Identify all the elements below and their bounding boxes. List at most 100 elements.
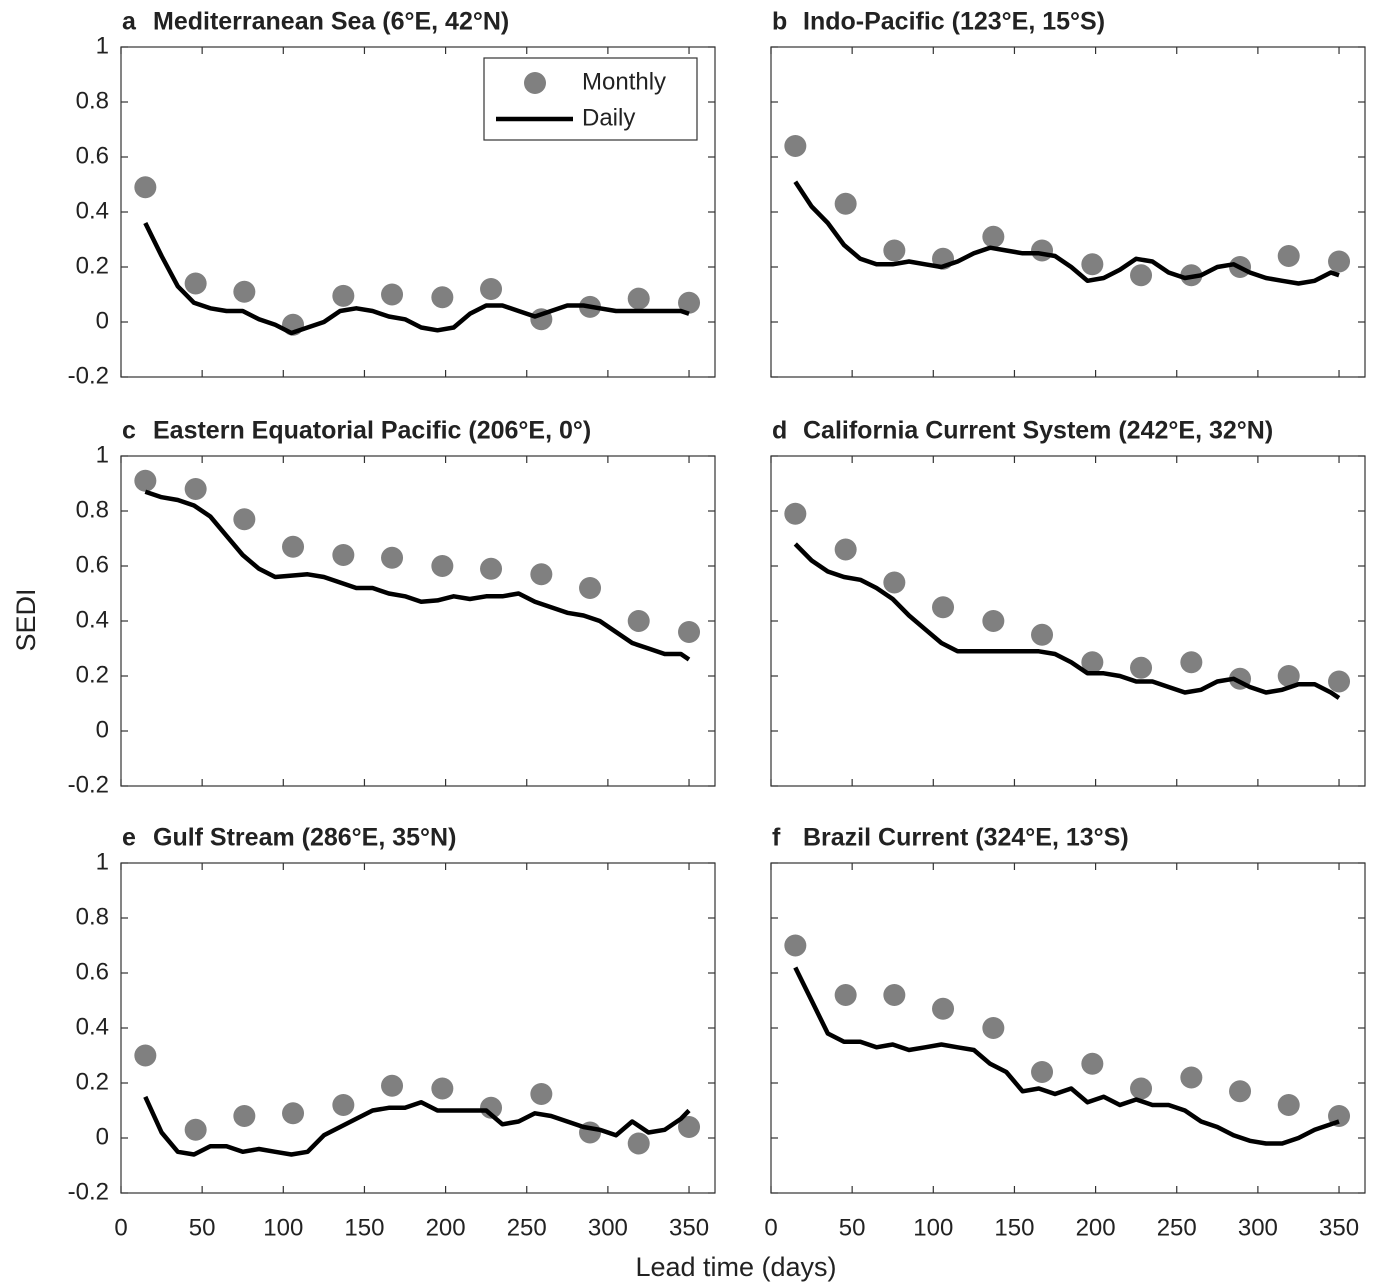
monthly-marker [381, 546, 404, 569]
monthly-marker [282, 535, 305, 558]
y-tick-label: 1 [96, 441, 109, 468]
x-axis-label: Lead time (days) [635, 1252, 836, 1282]
daily-line [793, 180, 1340, 286]
y-tick-label: 0.8 [76, 87, 109, 114]
panel-title: Indo-Pacific (123°E, 15°S) [803, 8, 1105, 36]
monthly-marker [134, 1044, 157, 1067]
monthly-marker [932, 596, 955, 619]
monthly-marker [184, 1118, 207, 1141]
y-tick-label: 0.2 [76, 1068, 109, 1095]
y-tick-label: 0.6 [76, 142, 109, 169]
monthly-marker [282, 1102, 305, 1125]
monthly-marker [1277, 665, 1300, 687]
x-tick-label: 100 [913, 1214, 953, 1241]
monthly-marker [1081, 1052, 1104, 1075]
x-tick-label: 50 [189, 1214, 216, 1241]
monthly-marker [332, 284, 355, 307]
plot-frame [120, 862, 716, 1194]
y-tick-label: 1 [96, 848, 109, 875]
daily-line [144, 489, 691, 662]
plot-frame [770, 455, 1366, 787]
y-tick-label: 0.4 [76, 606, 109, 633]
monthly-marker [883, 239, 906, 262]
y-axis-label: SEDI [11, 588, 41, 651]
monthly-marker [1031, 1061, 1054, 1083]
monthly-marker [1229, 1080, 1252, 1103]
monthly-marker [184, 478, 207, 500]
legend-label: Daily [582, 104, 635, 131]
x-tick-label: 250 [507, 1214, 547, 1241]
monthly-marker [431, 286, 454, 309]
monthly-marker [982, 610, 1005, 632]
legend-marker [524, 72, 546, 94]
monthly-marker [381, 283, 404, 306]
monthly-marker [1180, 1066, 1203, 1089]
monthly-marker [134, 469, 157, 492]
x-tick-label: 0 [114, 1214, 127, 1241]
panel-label: c [122, 417, 136, 445]
x-tick-label: 300 [588, 1214, 628, 1241]
monthly-marker [627, 610, 650, 632]
monthly-marker [1277, 1094, 1300, 1116]
y-tick-label: -0.2 [68, 362, 109, 389]
panel-title: Eastern Equatorial Pacific (206°E, 0°) [153, 417, 591, 445]
monthly-marker [332, 1094, 355, 1116]
y-tick-label: 0.6 [76, 958, 109, 985]
panel-title: Mediterranean Sea (6°E, 42°N) [153, 8, 509, 36]
y-tick-label: 0 [96, 1123, 109, 1150]
monthly-marker [883, 984, 906, 1006]
x-tick-label: 200 [426, 1214, 466, 1241]
panel-title: California Current System (242°E, 32°N) [803, 417, 1273, 445]
monthly-marker [1130, 264, 1153, 287]
monthly-marker [932, 997, 955, 1020]
monthly-marker [1081, 651, 1104, 674]
monthly-marker [431, 1077, 454, 1100]
monthly-marker [1130, 1077, 1153, 1100]
monthly-marker [530, 563, 553, 586]
monthly-marker [480, 278, 503, 300]
x-tick-label: 250 [1157, 1214, 1197, 1241]
monthly-marker [982, 225, 1005, 248]
monthly-marker [579, 577, 602, 599]
daily-line [143, 1095, 691, 1157]
monthly-marker [1031, 239, 1054, 262]
monthly-marker [834, 984, 857, 1006]
monthly-marker [784, 502, 807, 525]
panel-label: f [772, 824, 781, 852]
x-tick-label: 300 [1238, 1214, 1278, 1241]
monthly-marker [784, 135, 807, 157]
monthly-marker [134, 176, 157, 199]
panel-title: Brazil Current (324°E, 13°S) [803, 824, 1129, 852]
monthly-marker [1277, 245, 1300, 267]
daily-line [793, 542, 1341, 700]
monthly-marker [834, 192, 857, 215]
monthly-marker [530, 1083, 553, 1105]
monthly-marker [233, 508, 256, 531]
monthly-marker [784, 934, 807, 957]
x-tick-label: 150 [994, 1214, 1034, 1241]
y-tick-label: 0.8 [76, 496, 109, 523]
monthly-marker [480, 1096, 503, 1119]
y-tick-label: 0.4 [76, 1013, 109, 1040]
panel-label: b [772, 8, 787, 36]
y-tick-label: 0.2 [76, 252, 109, 279]
panel-title: Gulf Stream (286°E, 35°N) [153, 824, 456, 852]
monthly-marker [1130, 656, 1153, 679]
y-tick-label: 1 [96, 32, 109, 59]
monthly-marker [431, 555, 454, 577]
y-tick-label: 0.2 [76, 661, 109, 688]
monthly-marker [1328, 670, 1351, 693]
daily-line [793, 966, 1340, 1146]
x-tick-label: 100 [263, 1214, 303, 1241]
legend-label: Monthly [582, 68, 666, 95]
x-tick-label: 200 [1076, 1214, 1116, 1241]
monthly-marker [678, 621, 701, 643]
monthly-marker [678, 291, 701, 314]
monthly-marker [480, 557, 503, 580]
monthly-marker [627, 1132, 650, 1155]
monthly-marker [233, 280, 256, 303]
x-tick-label: 50 [839, 1214, 866, 1241]
monthly-marker [834, 538, 857, 561]
x-tick-label: 350 [1319, 1214, 1359, 1241]
